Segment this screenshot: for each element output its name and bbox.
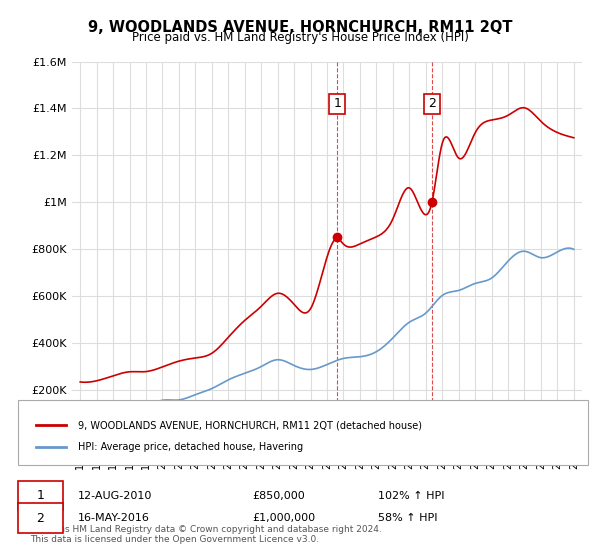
Text: 2: 2 [36, 511, 44, 525]
Text: Contains HM Land Registry data © Crown copyright and database right 2024.
This d: Contains HM Land Registry data © Crown c… [30, 525, 382, 544]
Text: 16-MAY-2016: 16-MAY-2016 [78, 513, 150, 523]
Text: 58% ↑ HPI: 58% ↑ HPI [378, 513, 437, 523]
Text: 102% ↑ HPI: 102% ↑ HPI [378, 491, 445, 501]
Text: 9, WOODLANDS AVENUE, HORNCHURCH, RM11 2QT: 9, WOODLANDS AVENUE, HORNCHURCH, RM11 2Q… [88, 20, 512, 35]
Text: 12-AUG-2010: 12-AUG-2010 [78, 491, 152, 501]
Text: HPI: Average price, detached house, Havering: HPI: Average price, detached house, Have… [78, 442, 303, 452]
Text: 1: 1 [36, 489, 44, 502]
Text: 9, WOODLANDS AVENUE, HORNCHURCH, RM11 2QT (detached house): 9, WOODLANDS AVENUE, HORNCHURCH, RM11 2Q… [78, 421, 422, 431]
Text: £850,000: £850,000 [252, 491, 305, 501]
Text: 2: 2 [428, 97, 436, 110]
Text: Price paid vs. HM Land Registry's House Price Index (HPI): Price paid vs. HM Land Registry's House … [131, 31, 469, 44]
Text: £1,000,000: £1,000,000 [252, 513, 315, 523]
Text: 1: 1 [333, 97, 341, 110]
